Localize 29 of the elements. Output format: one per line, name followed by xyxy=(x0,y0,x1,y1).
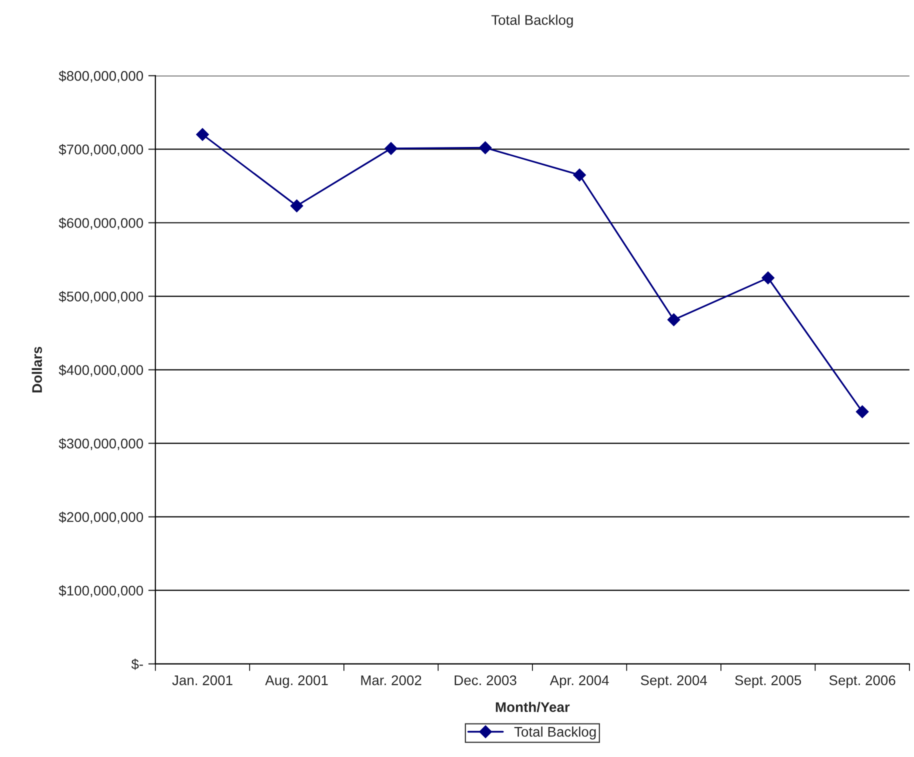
x-tick-label: Sept. 2006 xyxy=(829,675,896,688)
legend-label: Total Backlog xyxy=(514,726,596,740)
point xyxy=(856,405,869,418)
point xyxy=(290,199,304,212)
x-tick-label: Aug. 2001 xyxy=(265,675,328,688)
x-tick-label: Dec. 2003 xyxy=(454,675,516,686)
y-tick-label: $200,000,000 xyxy=(58,512,144,524)
point xyxy=(478,141,492,154)
y-tick-label: $100,000,000 xyxy=(58,585,144,598)
y-tick-label: $300,000,000 xyxy=(58,438,144,450)
y-axis-title: Dollars xyxy=(32,346,42,392)
x-axis-title: Month/Year xyxy=(496,702,570,712)
point xyxy=(196,128,209,141)
y-tick-label: $800,000,000 xyxy=(58,70,144,83)
point xyxy=(762,271,774,284)
point xyxy=(667,313,680,326)
point xyxy=(573,168,586,182)
y-tick-label: $700,000,000 xyxy=(58,144,144,156)
x-tick-label: Mar. 2002 xyxy=(361,675,422,686)
y-tick-label: $- xyxy=(131,658,143,670)
y-tick-label: $400,000,000 xyxy=(58,364,144,377)
point xyxy=(384,142,398,155)
y-tick-label: $600,000,000 xyxy=(58,218,144,230)
x-tick-label: Jan. 2001 xyxy=(172,675,232,686)
x-tick-label: Sept. 2004 xyxy=(640,675,707,688)
chart-title: Total Backlog xyxy=(491,14,573,28)
x-tick-label: Apr. 2004 xyxy=(550,675,609,688)
y-tick-label: $500,000,000 xyxy=(58,291,144,304)
x-tick-label: Sept. 2005 xyxy=(735,675,802,688)
